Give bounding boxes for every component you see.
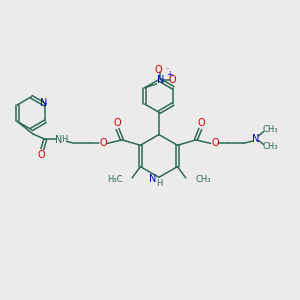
Text: CH₃: CH₃ <box>195 175 211 184</box>
Text: CH₃: CH₃ <box>262 142 278 151</box>
Text: O: O <box>211 139 219 148</box>
Text: N: N <box>55 135 62 145</box>
Text: O: O <box>113 118 121 128</box>
Text: O: O <box>99 139 107 148</box>
Text: O: O <box>155 65 163 75</box>
Text: H: H <box>61 135 68 144</box>
Text: O: O <box>38 150 46 160</box>
Text: H: H <box>156 179 162 188</box>
Text: O: O <box>197 118 205 128</box>
Text: CH₃: CH₃ <box>262 125 278 134</box>
Text: H₃C: H₃C <box>107 175 123 184</box>
Text: N: N <box>157 75 164 85</box>
Text: ⁻: ⁻ <box>164 65 168 74</box>
Text: N: N <box>40 98 47 109</box>
Text: O: O <box>169 75 176 85</box>
Text: N: N <box>149 174 156 184</box>
Text: N: N <box>252 134 259 144</box>
Text: +: + <box>166 70 172 79</box>
